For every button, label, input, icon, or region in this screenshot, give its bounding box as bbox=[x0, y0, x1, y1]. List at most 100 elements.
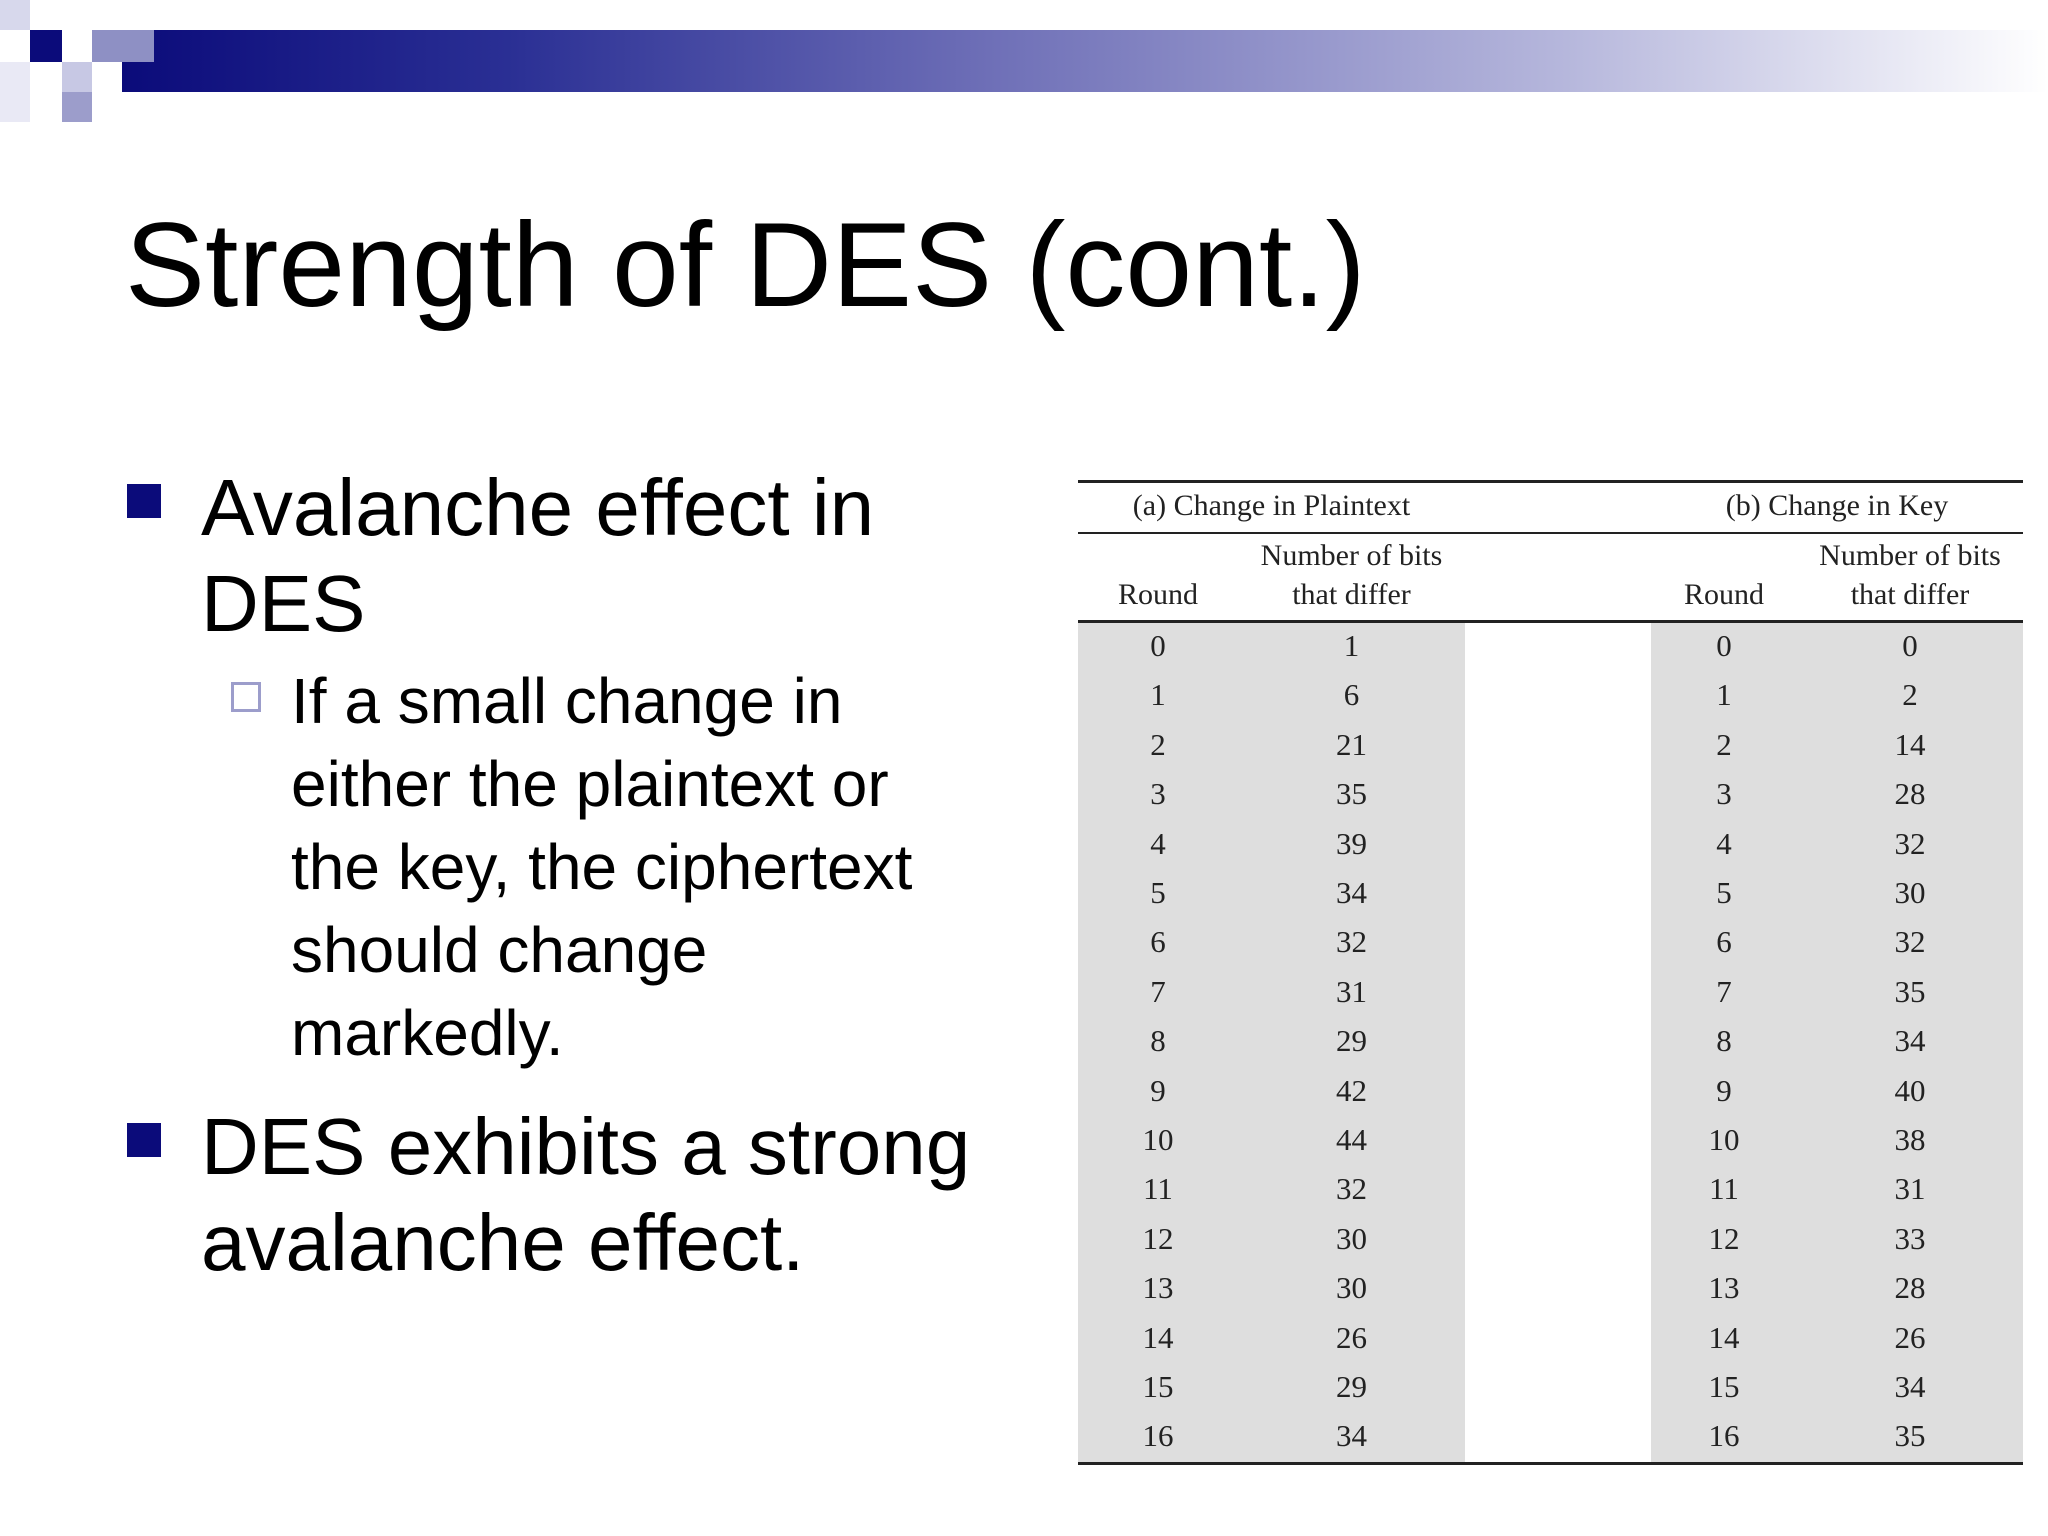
cell-round-b: 16 bbox=[1708, 1418, 1740, 1454]
cell-bits-key: 28 bbox=[1894, 776, 1926, 812]
cell-round-b: 14 bbox=[1708, 1319, 1740, 1355]
cell-round-a: 6 bbox=[1150, 924, 1166, 960]
table-rule-bottom bbox=[1078, 1462, 2023, 1465]
cell-bits-key: 31 bbox=[1894, 1171, 1926, 1207]
cell-bits-key: 35 bbox=[1894, 1418, 1926, 1454]
cell-round-b: 10 bbox=[1708, 1122, 1740, 1157]
cell-round-a: 15 bbox=[1142, 1369, 1174, 1404]
cell-round-a: 2 bbox=[1150, 726, 1166, 762]
cell-bits-key: 35 bbox=[1894, 973, 1926, 1009]
square-bullet-icon bbox=[127, 1123, 161, 1157]
cell-round-b: 0 bbox=[1716, 628, 1732, 663]
column-header-round: Round bbox=[1683, 578, 1764, 611]
cell-bits-key: 38 bbox=[1894, 1122, 1926, 1157]
cell-round-a: 7 bbox=[1150, 973, 1166, 1009]
sub-bullet-line: should change bbox=[291, 914, 708, 986]
bullet-line: Avalanche effect in bbox=[201, 463, 875, 552]
cell-round-a: 3 bbox=[1150, 776, 1166, 812]
header-square bbox=[92, 0, 154, 30]
cell-bits-plaintext: 26 bbox=[1336, 1319, 1367, 1355]
bullet-line: DES bbox=[201, 559, 366, 648]
header-square bbox=[62, 92, 92, 122]
cell-round-a: 9 bbox=[1150, 1072, 1166, 1108]
column-header-bits: that differ bbox=[1292, 578, 1411, 611]
cell-bits-plaintext: 39 bbox=[1336, 825, 1367, 861]
cell-round-a: 16 bbox=[1142, 1418, 1174, 1454]
cell-round-a: 1 bbox=[1150, 677, 1166, 713]
cell-round-a: 14 bbox=[1142, 1319, 1174, 1355]
bullet-item: Avalanche effect in DES bbox=[125, 460, 1005, 652]
cell-round-b: 11 bbox=[1709, 1171, 1739, 1207]
cell-bits-plaintext: 29 bbox=[1336, 1023, 1367, 1059]
header-square bbox=[62, 62, 92, 92]
sub-bullet-item: If a small change in either the plaintex… bbox=[125, 660, 1005, 1075]
cell-bits-key: 32 bbox=[1894, 924, 1926, 960]
cell-round-b: 2 bbox=[1716, 726, 1732, 762]
cell-round-b: 3 bbox=[1716, 776, 1732, 812]
slide-title: Strength of DES (cont.) bbox=[125, 198, 1366, 332]
cell-round-a: 13 bbox=[1142, 1270, 1174, 1306]
cell-bits-plaintext: 31 bbox=[1336, 973, 1367, 1009]
cell-bits-plaintext: 21 bbox=[1336, 726, 1367, 762]
cell-round-a: 4 bbox=[1150, 825, 1166, 861]
bullet-line: DES exhibits a strong bbox=[201, 1102, 971, 1191]
table-group-header-b: (b) Change in Key bbox=[1725, 489, 1949, 522]
header-square bbox=[30, 30, 62, 62]
cell-round-b: 15 bbox=[1708, 1369, 1740, 1404]
cell-round-a: 12 bbox=[1142, 1220, 1174, 1256]
cell-round-b: 6 bbox=[1716, 924, 1732, 960]
avalanche-table: (a) Change in Plaintext (b) Change in Ke… bbox=[1078, 480, 2023, 1465]
cell-round-b: 13 bbox=[1708, 1270, 1740, 1306]
cell-bits-plaintext: 34 bbox=[1336, 875, 1367, 910]
cell-bits-plaintext: 42 bbox=[1336, 1072, 1367, 1108]
sub-bullet-line: markedly. bbox=[291, 997, 564, 1069]
cell-bits-key: 34 bbox=[1894, 1023, 1926, 1059]
cell-round-b: 9 bbox=[1716, 1072, 1732, 1108]
cell-bits-key: 0 bbox=[1902, 628, 1918, 663]
table-rule-top bbox=[1078, 480, 2023, 483]
square-bullet-icon bbox=[127, 484, 161, 518]
column-header-bits: that differ bbox=[1850, 578, 1970, 611]
sub-bullet-line: If a small change in bbox=[291, 665, 843, 737]
cell-bits-key: 30 bbox=[1894, 875, 1926, 910]
cell-bits-plaintext: 6 bbox=[1343, 677, 1360, 713]
cell-round-a: 5 bbox=[1150, 875, 1166, 910]
sub-bullet-line: either the plaintext or bbox=[291, 748, 889, 820]
header-square bbox=[0, 0, 30, 30]
cell-round-b: 5 bbox=[1716, 875, 1732, 910]
cell-bits-plaintext: 1 bbox=[1343, 628, 1360, 663]
table-shade-b bbox=[1651, 623, 2023, 1463]
header-gradient-bar bbox=[122, 30, 2048, 92]
cell-round-b: 12 bbox=[1708, 1220, 1740, 1256]
table-rule bbox=[1078, 620, 2023, 623]
bullet-item: DES exhibits a strong avalanche effect. bbox=[125, 1099, 1005, 1291]
hollow-square-bullet-icon bbox=[231, 682, 261, 712]
cell-bits-plaintext: 30 bbox=[1336, 1220, 1367, 1256]
column-header-bits: Number of bits bbox=[1819, 539, 2001, 572]
cell-round-b: 4 bbox=[1716, 825, 1732, 861]
table-rule bbox=[1078, 532, 2023, 534]
sub-bullet-line: the key, the ciphertext bbox=[291, 831, 913, 903]
column-header-round: Round bbox=[1117, 578, 1198, 611]
cell-round-b: 1 bbox=[1716, 677, 1732, 713]
cell-round-b: 7 bbox=[1716, 973, 1732, 1009]
cell-bits-plaintext: 29 bbox=[1336, 1369, 1367, 1404]
cell-bits-plaintext: 44 bbox=[1336, 1122, 1367, 1157]
cell-bits-key: 14 bbox=[1894, 726, 1926, 762]
cell-bits-plaintext: 32 bbox=[1336, 924, 1367, 960]
header-square bbox=[0, 62, 30, 122]
cell-bits-plaintext: 30 bbox=[1336, 1270, 1367, 1306]
cell-round-b: 8 bbox=[1716, 1023, 1732, 1059]
table-shade-a bbox=[1078, 623, 1465, 1463]
cell-bits-plaintext: 34 bbox=[1336, 1418, 1367, 1454]
cell-bits-key: 40 bbox=[1894, 1072, 1926, 1108]
cell-bits-key: 2 bbox=[1902, 677, 1918, 713]
cell-round-a: 0 bbox=[1150, 628, 1166, 663]
cell-round-a: 8 bbox=[1150, 1023, 1166, 1059]
header-square bbox=[92, 30, 154, 62]
column-header-bits: Number of bits bbox=[1260, 539, 1443, 572]
table-group-header-a: (a) Change in Plaintext bbox=[1132, 489, 1411, 522]
cell-bits-key: 28 bbox=[1894, 1270, 1926, 1306]
cell-round-a: 11 bbox=[1143, 1171, 1173, 1207]
cell-bits-key: 32 bbox=[1894, 825, 1926, 861]
